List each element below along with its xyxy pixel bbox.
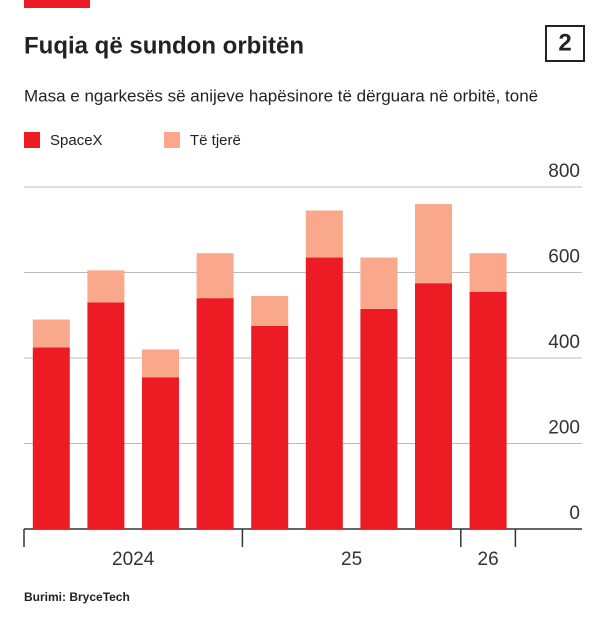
bar-segment bbox=[142, 377, 179, 529]
y-tick-label: 200 bbox=[548, 418, 580, 439]
bar-segment bbox=[415, 283, 452, 529]
y-tick-label: 0 bbox=[569, 503, 580, 524]
accent-bar bbox=[24, 0, 90, 8]
bar-segment bbox=[32, 319, 70, 348]
x-group-label: 26 bbox=[478, 549, 499, 570]
bar-segment bbox=[360, 308, 398, 529]
bar-segment bbox=[469, 253, 507, 292]
bar-segment bbox=[196, 298, 234, 529]
chart-title: Fuqia që sundon orbitën bbox=[24, 32, 304, 59]
x-group-label: 25 bbox=[341, 549, 362, 570]
legend-swatch bbox=[24, 132, 40, 148]
source: Burimi: BryceTech bbox=[24, 590, 130, 604]
y-tick-label: 800 bbox=[548, 161, 580, 182]
bar-segment bbox=[251, 325, 289, 529]
bar-segment bbox=[360, 257, 398, 309]
x-group-label: 2024 bbox=[112, 549, 155, 570]
y-tick-label: 600 bbox=[548, 247, 580, 268]
bar-segment bbox=[415, 204, 452, 284]
bar-segment bbox=[32, 347, 70, 529]
chart-subtitle: Masa e ngarkesës së anijeve hapësinore t… bbox=[24, 86, 538, 105]
bar-segment bbox=[142, 349, 179, 378]
legend-swatch bbox=[164, 132, 180, 148]
bar-segment bbox=[196, 253, 234, 299]
badge: 2 bbox=[558, 29, 571, 56]
legend-label: Të tjerë bbox=[190, 132, 241, 149]
badge-box bbox=[545, 25, 585, 62]
bar-segment bbox=[305, 210, 343, 258]
bar-segment bbox=[87, 302, 125, 529]
bar-segment bbox=[251, 296, 289, 326]
bar-segment bbox=[305, 257, 343, 529]
y-tick-label: 400 bbox=[548, 332, 580, 353]
legend-label: SpaceX bbox=[50, 132, 103, 149]
bar-segment bbox=[87, 270, 125, 303]
bar-segment bbox=[469, 291, 507, 529]
